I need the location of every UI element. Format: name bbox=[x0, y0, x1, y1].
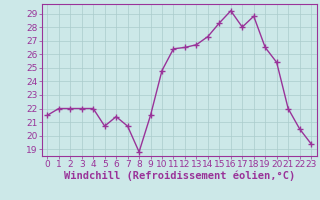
X-axis label: Windchill (Refroidissement éolien,°C): Windchill (Refroidissement éolien,°C) bbox=[64, 171, 295, 181]
